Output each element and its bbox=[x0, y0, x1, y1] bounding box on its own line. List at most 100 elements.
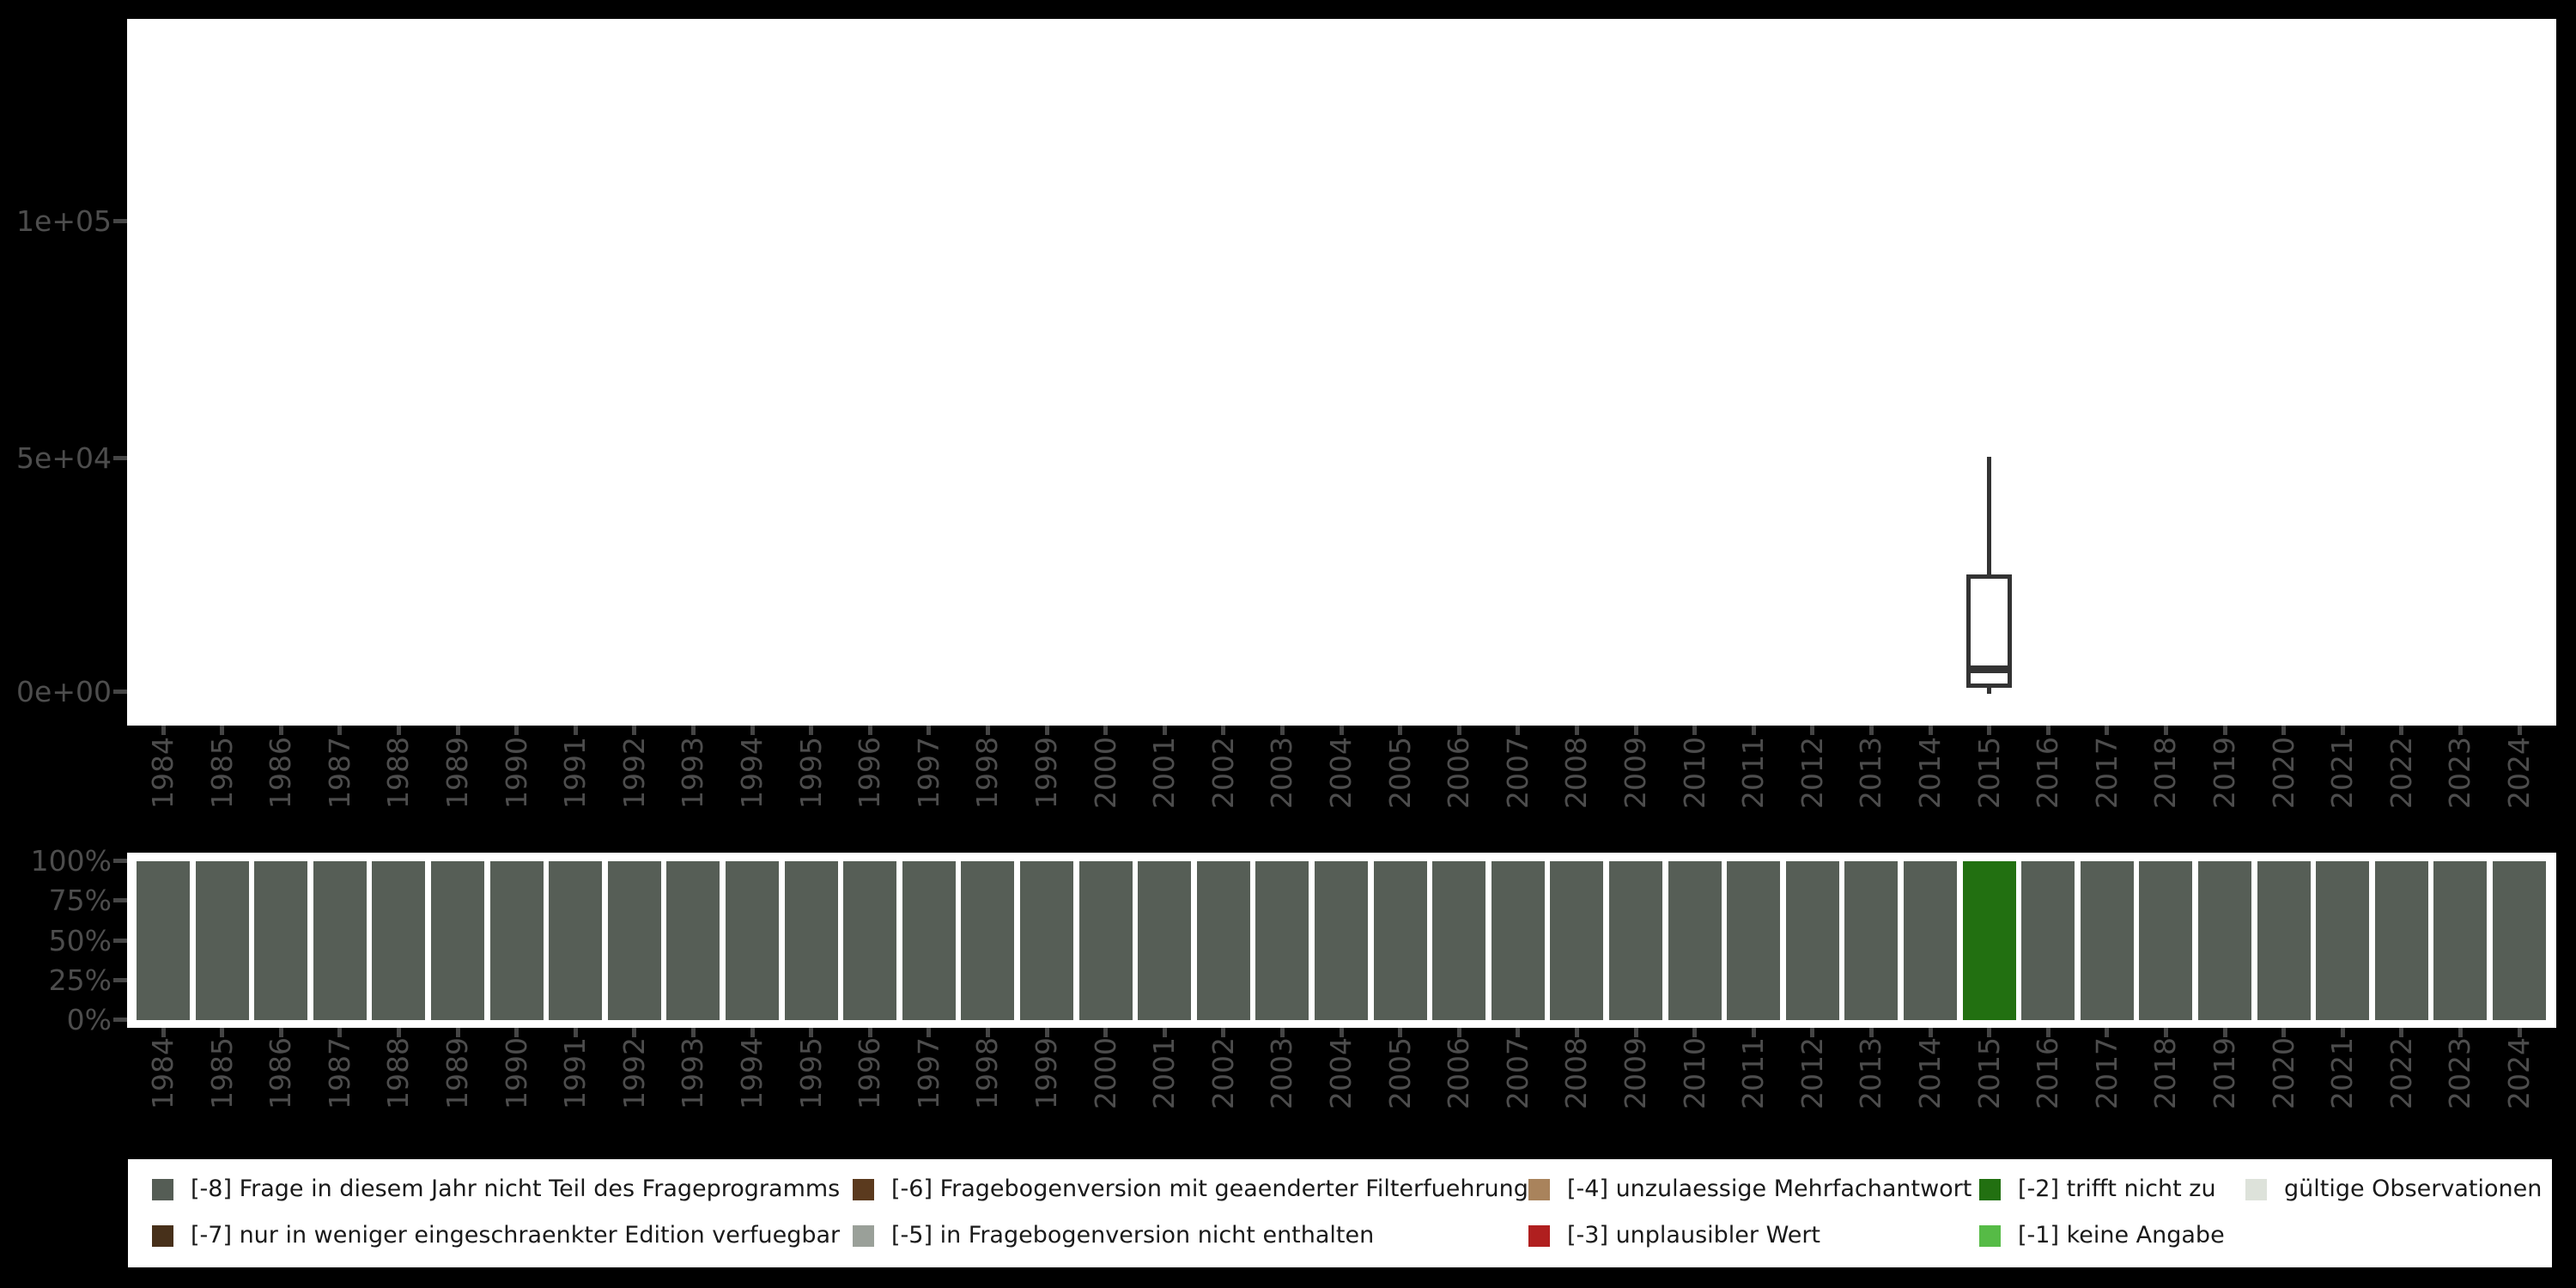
legend-label-minus5: [-5] in Fragebogenversion nicht enthalte… bbox=[891, 1222, 1375, 1249]
boxplot-x-tick-label: 2019 bbox=[2208, 737, 2241, 809]
boxplot-x-tick-label: 2007 bbox=[1500, 737, 1534, 809]
boxplot-y-tick-label: 5e+04 bbox=[16, 441, 112, 475]
barchart-x-tick-label: 2011 bbox=[1736, 1037, 1771, 1109]
barchart-x-tick-label: 1992 bbox=[617, 1037, 651, 1109]
barchart-x-tick-label: 2020 bbox=[2266, 1037, 2300, 1109]
x-tick-mark bbox=[220, 1028, 225, 1037]
x-tick-mark bbox=[1516, 726, 1521, 735]
y-tick-mark bbox=[113, 219, 127, 223]
x-tick-mark bbox=[514, 1028, 519, 1037]
x-tick-mark bbox=[867, 726, 872, 735]
boxplot-x-tick-label: 2016 bbox=[2031, 737, 2065, 809]
legend-label-minus3: [-3] unplausibler Wert bbox=[1567, 1222, 1821, 1249]
barchart-x-tick-label: 2017 bbox=[2089, 1037, 2123, 1109]
boxplot-x-tick-label: 2013 bbox=[1854, 737, 1888, 809]
barchart-x-tick-label: 1985 bbox=[204, 1037, 239, 1109]
x-tick-mark bbox=[2222, 726, 2227, 735]
bar-1989 bbox=[431, 861, 484, 1020]
x-tick-mark bbox=[1692, 726, 1698, 735]
bar-2010 bbox=[1668, 861, 1722, 1020]
bar-2004 bbox=[1315, 861, 1368, 1020]
x-tick-mark bbox=[2458, 726, 2463, 735]
x-tick-mark bbox=[396, 726, 401, 735]
x-tick-mark bbox=[1574, 726, 1579, 735]
boxplot-x-tick-label: 2002 bbox=[1206, 737, 1240, 809]
x-tick-mark bbox=[455, 726, 460, 735]
bar-2008 bbox=[1550, 861, 1604, 1020]
barchart-x-tick-label: 2006 bbox=[1442, 1037, 1476, 1109]
x-tick-mark bbox=[2399, 1028, 2404, 1037]
boxplot-x-tick-label: 1995 bbox=[793, 737, 828, 809]
legend-swatch-minus3 bbox=[1528, 1225, 1550, 1247]
boxplot-x-tick-label: 2005 bbox=[1382, 737, 1417, 809]
legend-label-minus8: [-8] Frage in diesem Jahr nicht Teil des… bbox=[191, 1176, 841, 1202]
barchart-x-tick-label: 2002 bbox=[1206, 1037, 1240, 1109]
x-tick-mark bbox=[690, 1028, 696, 1037]
bar-2024 bbox=[2493, 861, 2546, 1020]
barchart-x-tick-label: 1993 bbox=[676, 1037, 710, 1109]
bar-2002 bbox=[1196, 861, 1250, 1020]
barchart-x-tick-label: 2012 bbox=[1795, 1037, 1829, 1109]
x-tick-mark bbox=[867, 1028, 872, 1037]
x-tick-mark bbox=[1633, 1028, 1638, 1037]
x-tick-mark bbox=[1516, 1028, 1521, 1037]
barchart-x-tick-label: 2019 bbox=[2208, 1037, 2241, 1109]
x-tick-mark bbox=[927, 1028, 932, 1037]
boxplot-median bbox=[1966, 665, 2013, 673]
x-tick-mark bbox=[2281, 726, 2287, 735]
barchart-x-tick-label: 1991 bbox=[558, 1037, 592, 1109]
legend: [-8] Frage in diesem Jahr nicht Teil des… bbox=[128, 1159, 2552, 1267]
barchart-x-tick-label: 2007 bbox=[1500, 1037, 1534, 1109]
barchart-x-tick-label: 2003 bbox=[1265, 1037, 1299, 1109]
barchart-x-tick-label: 2021 bbox=[2325, 1037, 2360, 1109]
legend-swatch-minus2 bbox=[1979, 1179, 2001, 1200]
x-tick-mark bbox=[985, 1028, 990, 1037]
boxplot-x-tick-label: 2003 bbox=[1265, 737, 1299, 809]
boxplot-x-tick-label: 2015 bbox=[1971, 737, 2006, 809]
x-tick-mark bbox=[1574, 1028, 1579, 1037]
bar-2003 bbox=[1255, 861, 1309, 1020]
boxplot-x-tick-label: 1988 bbox=[381, 737, 416, 809]
bar-2016 bbox=[2021, 861, 2075, 1020]
bar-1992 bbox=[607, 861, 661, 1020]
legend-swatch-minus5 bbox=[853, 1225, 874, 1247]
barchart-x-tick-label: 2004 bbox=[1324, 1037, 1358, 1109]
x-tick-mark bbox=[1339, 1028, 1344, 1037]
boxplot-x-tick-label: 2014 bbox=[1913, 737, 1947, 809]
x-tick-mark bbox=[809, 1028, 814, 1037]
bar-1987 bbox=[313, 861, 367, 1020]
bar-2001 bbox=[1138, 861, 1192, 1020]
x-tick-mark bbox=[632, 726, 637, 735]
bar-2017 bbox=[2080, 861, 2134, 1020]
boxplot-lower-whisker bbox=[1987, 687, 1992, 694]
x-tick-mark bbox=[1221, 1028, 1226, 1037]
x-tick-mark bbox=[573, 1028, 578, 1037]
bar-2012 bbox=[1785, 861, 1839, 1020]
x-tick-mark bbox=[809, 726, 814, 735]
x-tick-mark bbox=[1398, 1028, 1403, 1037]
boxplot-y-tick-label: 0e+00 bbox=[16, 675, 112, 708]
legend-swatch-minus1 bbox=[1979, 1225, 2001, 1247]
boxplot-x-tick-label: 2009 bbox=[1619, 737, 1652, 809]
y-tick-mark bbox=[113, 1018, 127, 1022]
boxplot-x-tick-label: 1986 bbox=[264, 737, 298, 809]
barchart-x-tick-label: 1989 bbox=[440, 1037, 474, 1109]
x-tick-mark bbox=[2399, 726, 2404, 735]
legend-label-minus6: [-6] Fragebogenversion mit geaenderter F… bbox=[891, 1176, 1528, 1202]
x-tick-mark bbox=[514, 726, 519, 735]
x-tick-mark bbox=[1987, 726, 1992, 735]
barchart-x-tick-label: 1984 bbox=[146, 1037, 179, 1109]
barchart-x-tick-label: 1990 bbox=[499, 1037, 533, 1109]
x-tick-mark bbox=[1103, 726, 1109, 735]
barchart-x-tick-label: 1996 bbox=[853, 1037, 887, 1109]
barchart-x-tick-label: 2023 bbox=[2443, 1037, 2477, 1109]
x-tick-mark bbox=[985, 726, 990, 735]
boxplot-x-tick-label: 1992 bbox=[617, 737, 651, 809]
bar-1995 bbox=[784, 861, 838, 1020]
boxplot-x-tick-label: 2004 bbox=[1324, 737, 1358, 809]
bar-2011 bbox=[1727, 861, 1781, 1020]
bar-2019 bbox=[2198, 861, 2251, 1020]
x-tick-mark bbox=[2105, 1028, 2110, 1037]
x-tick-mark bbox=[927, 726, 932, 735]
bar-2020 bbox=[2257, 861, 2311, 1020]
